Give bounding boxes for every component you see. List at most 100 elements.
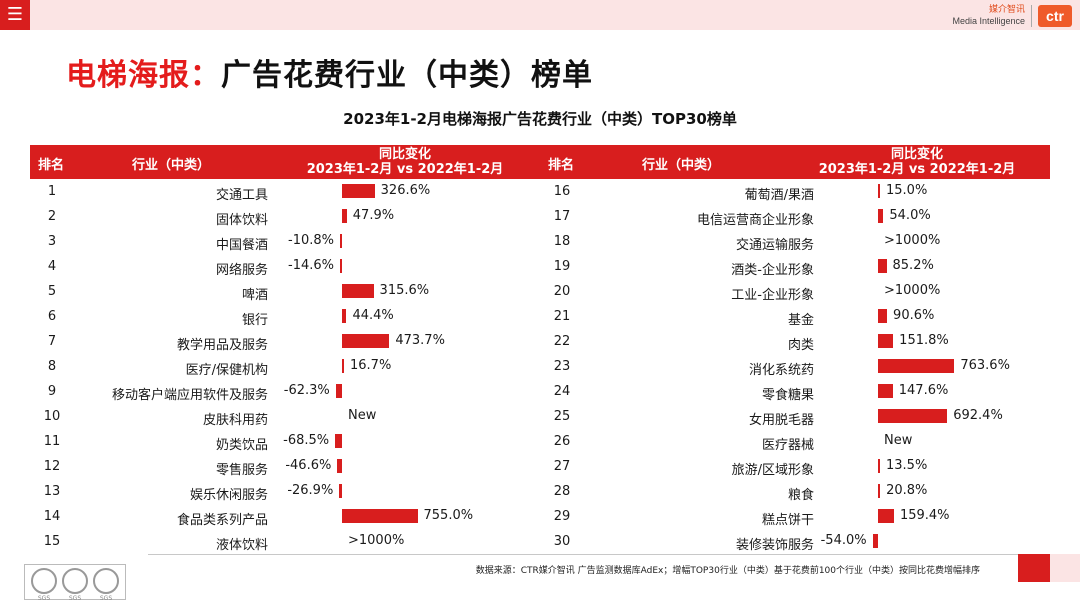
table-row: 18 交通运输服务 >1000% bbox=[0, 230, 1080, 254]
row-rank: 24 bbox=[553, 384, 571, 399]
row-rank: 16 bbox=[553, 184, 571, 199]
row-change-bar bbox=[342, 309, 347, 323]
table-row: 23 消化系统药 763.6% bbox=[0, 355, 1080, 379]
col-rank-right: 排名 bbox=[548, 158, 575, 173]
row-industry: 酒类-企业形象 bbox=[731, 263, 814, 278]
row-change-bar bbox=[337, 459, 342, 473]
row-change-bar bbox=[878, 184, 880, 198]
table-title: 2023年1-2月电梯海报广告花费行业（中类）TOP30榜单 bbox=[343, 110, 737, 128]
row-industry: 旅游/区域形象 bbox=[731, 463, 814, 478]
row-change-bar bbox=[342, 284, 374, 298]
page-title-red: 电梯海报： bbox=[66, 58, 221, 93]
row-change-bar bbox=[335, 434, 342, 448]
table-row: 19 酒类-企业形象 85.2% bbox=[0, 255, 1080, 279]
sgs-badge-icon: SGS bbox=[93, 568, 119, 602]
row-industry: 奶类饮品 bbox=[215, 438, 268, 453]
ctr-logo: 媒介智讯 Media Intelligence ctr bbox=[952, 3, 1072, 29]
row-industry: 交通工具 bbox=[215, 188, 268, 203]
row-rank: 29 bbox=[553, 509, 571, 524]
top-bar bbox=[0, 0, 1080, 30]
table-row: 28 粮食 20.8% bbox=[0, 480, 1080, 504]
table-header: 排名 行业（中类） 同比变化 2023年1-2月 vs 2022年1-2月 排名… bbox=[30, 145, 1050, 179]
table-row: 20 工业-企业形象 >1000% bbox=[0, 280, 1080, 304]
row-change-bar bbox=[342, 509, 418, 523]
row-rank: 6 bbox=[47, 309, 57, 324]
row-change-label: 16.7% bbox=[350, 358, 392, 373]
table-row: 16 葡萄酒/果酒 15.0% bbox=[0, 180, 1080, 204]
row-rank: 21 bbox=[553, 309, 571, 324]
col-industry-left: 行业（中类） bbox=[132, 158, 211, 173]
sgs-badge-label: SGS bbox=[68, 595, 82, 602]
row-change-label: 44.4% bbox=[352, 308, 394, 323]
row-change-bar bbox=[340, 259, 342, 273]
row-industry: 网络服务 bbox=[215, 263, 268, 278]
row-change-bar bbox=[878, 334, 894, 348]
row-change-label: 54.0% bbox=[889, 208, 931, 223]
footer-pink-block bbox=[1050, 554, 1080, 582]
table-row: 9 移动客户端应用软件及服务 -62.3% bbox=[0, 380, 1080, 404]
row-change-bar bbox=[342, 359, 344, 373]
row-change-bar bbox=[878, 484, 881, 498]
table-row: 27 旅游/区域形象 13.5% bbox=[0, 455, 1080, 479]
row-industry: 医疗器械 bbox=[761, 438, 814, 453]
row-rank: 30 bbox=[553, 534, 571, 549]
row-change-bar bbox=[335, 384, 342, 398]
col-industry-right: 行业（中类） bbox=[642, 158, 721, 173]
row-change-label: -26.9% bbox=[287, 483, 334, 498]
row-change-label: -46.6% bbox=[285, 458, 332, 473]
row-change-bar bbox=[339, 484, 342, 498]
sgs-badge-label: SGS bbox=[99, 595, 113, 602]
row-industry: 食品类系列产品 bbox=[176, 513, 268, 528]
logo-divider bbox=[1031, 5, 1032, 27]
page-title: 电梯海报：广告花费行业（中类）榜单 bbox=[66, 50, 593, 94]
row-change-label: -62.3% bbox=[283, 383, 330, 398]
col-change-right-line1: 同比变化 bbox=[890, 147, 943, 162]
table-row: 11 奶类饮品 -68.5% bbox=[0, 430, 1080, 454]
table-row: 3 中国餐酒 -10.8% bbox=[0, 230, 1080, 254]
table-row: 17 电信运营商企业形象 54.0% bbox=[0, 205, 1080, 229]
row-change-label: 151.8% bbox=[899, 333, 949, 348]
table-row: 30 装修装饰服务 -54.0% bbox=[0, 530, 1080, 554]
row-industry: 液体饮料 bbox=[215, 538, 268, 553]
row-change-label: >1000% bbox=[884, 283, 941, 298]
page-title-black: 广告花费行业（中类）榜单 bbox=[221, 58, 593, 93]
certification-badges: SGS SGS SGS bbox=[24, 564, 126, 602]
row-industry: 医疗/保健机构 bbox=[185, 363, 268, 378]
row-change-label: -14.6% bbox=[288, 258, 334, 273]
row-rank: 4 bbox=[47, 259, 57, 274]
row-rank: 14 bbox=[43, 509, 61, 524]
col-change-right-line2: 2023年1-2月 vs 2022年1-2月 bbox=[818, 162, 1016, 177]
ctr-logo-mark: ctr bbox=[1038, 5, 1072, 27]
table-row: 15 液体饮料 >1000% bbox=[0, 530, 1080, 554]
col-change-left: 同比变化 2023年1-2月 vs 2022年1-2月 bbox=[290, 147, 520, 177]
menu-icon[interactable]: ☰ bbox=[0, 0, 30, 30]
table-row: 29 糕点饼干 159.4% bbox=[0, 505, 1080, 529]
row-change-bar bbox=[878, 509, 894, 523]
row-change-label: 47.9% bbox=[352, 208, 395, 223]
row-rank: 13 bbox=[43, 484, 61, 499]
row-change-label: New bbox=[884, 433, 913, 448]
table-row: 24 零食糖果 147.6% bbox=[0, 380, 1080, 404]
row-change-label: 692.4% bbox=[953, 408, 1003, 423]
row-rank: 23 bbox=[553, 359, 571, 374]
row-rank: 17 bbox=[553, 209, 571, 224]
table-row: 13 娱乐休闲服务 -26.9% bbox=[0, 480, 1080, 504]
row-industry: 中国餐酒 bbox=[215, 238, 268, 253]
row-change-bar bbox=[878, 259, 887, 273]
row-change-bar bbox=[342, 184, 375, 198]
row-industry: 娱乐休闲服务 bbox=[189, 488, 268, 503]
row-industry: 葡萄酒/果酒 bbox=[744, 188, 814, 203]
table-row: 2 固体饮料 47.9% bbox=[0, 205, 1080, 229]
row-industry: 肉类 bbox=[787, 338, 814, 353]
row-rank: 20 bbox=[553, 284, 571, 299]
row-change-bar bbox=[878, 459, 880, 473]
table-row: 21 基金 90.6% bbox=[0, 305, 1080, 329]
table-row: 10 皮肤科用药 New bbox=[0, 405, 1080, 429]
row-change-label: 159.4% bbox=[899, 508, 950, 523]
row-industry: 装修装饰服务 bbox=[735, 538, 814, 553]
col-rank-left: 排名 bbox=[38, 158, 65, 173]
row-rank: 19 bbox=[553, 259, 571, 274]
row-industry: 零食糖果 bbox=[761, 388, 814, 403]
row-change-bar bbox=[878, 384, 893, 398]
row-rank: 3 bbox=[47, 234, 57, 249]
